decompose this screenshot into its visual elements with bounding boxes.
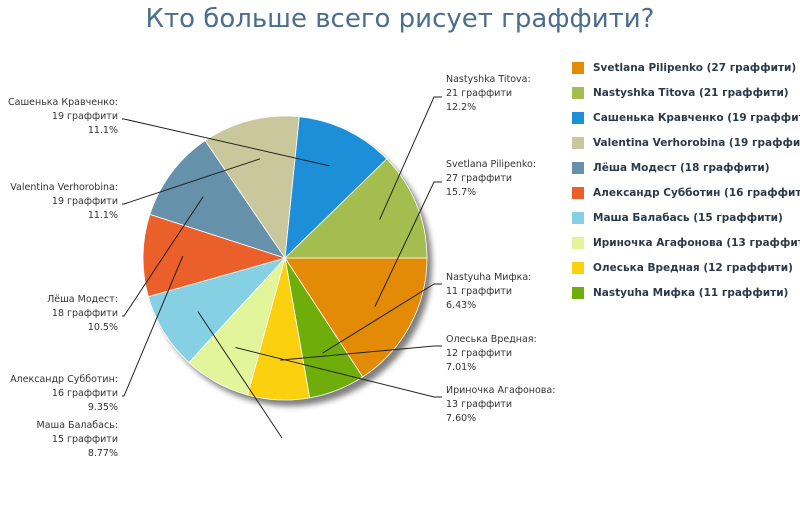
legend-label: Nastyshka Titova (21 граффити) bbox=[593, 86, 789, 99]
leader-line bbox=[122, 255, 184, 397]
leader-line bbox=[322, 283, 442, 354]
slice-label-percent: 7.01% bbox=[446, 362, 476, 373]
legend: Svetlana Pilipenko (27 граффити) Nastyshk… bbox=[572, 55, 800, 305]
slice-label-name: Nastyuha Мифка: bbox=[446, 272, 531, 283]
leader-line bbox=[280, 345, 442, 361]
pie-slice bbox=[204, 115, 300, 260]
pie-slice bbox=[149, 140, 286, 259]
legend-swatch bbox=[572, 61, 584, 74]
slice-label-value: 27 граффити bbox=[446, 173, 512, 184]
slice-label-value: 18 граффити bbox=[52, 308, 118, 319]
slice-label-value: 13 граффити bbox=[446, 399, 512, 410]
legend-item: Nastyuha Мифка (11 граффити) bbox=[572, 280, 798, 305]
leader-line bbox=[122, 196, 204, 317]
slice-label-name: Лёша Модест: bbox=[47, 294, 118, 305]
legend-label: Маша Балабась (15 граффити) bbox=[593, 211, 783, 224]
slice-label-value: 12 граффити bbox=[446, 348, 512, 359]
slice-label-value: 21 граффити bbox=[446, 88, 512, 99]
legend-swatch bbox=[572, 261, 584, 274]
legend-item: Valentina Verhorobina (19 граффити) bbox=[572, 130, 800, 155]
legend-label: Лёша Модест (18 граффити) bbox=[593, 161, 770, 174]
slice-label-percent: 11.1% bbox=[88, 210, 118, 221]
legend-label: Сашенька Кравченко (19 граффити) bbox=[593, 111, 800, 124]
pie-slice bbox=[142, 213, 287, 298]
chart-title: Кто больше всего рисует граффити? bbox=[145, 4, 655, 34]
legend-item: Ириночка Агафонова (13 граффити) bbox=[572, 230, 800, 255]
legend-item: Олеська Вредная (12 граффити) bbox=[572, 255, 798, 280]
legend-label: Ириночка Агафонова (13 граффити) bbox=[593, 236, 800, 249]
legend-label: Svetlana Pilipenko (27 граффити) bbox=[593, 61, 797, 74]
legend-swatch bbox=[572, 186, 584, 199]
pie-slice bbox=[284, 257, 428, 378]
legend-item: Nastyshka Titova (21 граффити) bbox=[572, 80, 798, 105]
slice-label-name: Олеська Вредная: bbox=[446, 334, 537, 345]
legend-swatch bbox=[572, 86, 584, 99]
legend-item: Маша Балабась (15 граффити) bbox=[572, 205, 798, 230]
legend-label: Valentina Verhorobina (19 граффити) bbox=[593, 136, 800, 149]
slice-label-value: 15 граффити bbox=[52, 434, 118, 445]
slice-label-name: Valentina Verhorobina: bbox=[10, 182, 118, 193]
legend-label: Олеська Вредная (12 граффити) bbox=[593, 261, 793, 274]
leader-line bbox=[197, 311, 283, 439]
legend-swatch bbox=[572, 211, 584, 224]
slice-label-percent: 8.77% bbox=[88, 448, 118, 459]
legend-item: Александр Субботин (16 граффити) bbox=[572, 180, 800, 205]
slice-label-percent: 10.5% bbox=[88, 322, 118, 333]
legend-swatch bbox=[572, 286, 584, 299]
pie-slice bbox=[284, 116, 388, 260]
legend-item: Лёша Модест (18 граффити) bbox=[572, 155, 798, 180]
legend-swatch bbox=[572, 236, 584, 249]
legend-label: Александр Субботин (16 граффити) bbox=[593, 186, 800, 199]
slice-label-percent: 9.35% bbox=[88, 402, 118, 413]
leader-line bbox=[235, 347, 442, 398]
legend-label: Nastyuha Мифка (11 граффити) bbox=[593, 286, 789, 299]
leader-line bbox=[122, 118, 330, 167]
leader-line bbox=[374, 181, 442, 307]
legend-swatch bbox=[572, 136, 584, 149]
slice-label-name: Александр Субботин: bbox=[10, 374, 118, 385]
slice-label-value: 16 граффити bbox=[52, 388, 118, 399]
leader-line bbox=[379, 96, 442, 220]
legend-swatch bbox=[572, 161, 584, 174]
slice-label-name: Nastyshka Titova: bbox=[446, 74, 531, 85]
legend-item: Сашенька Кравченко (19 граффити) bbox=[572, 105, 800, 130]
leader-line bbox=[122, 158, 261, 205]
slice-label-name: Сашенька Кравченко: bbox=[8, 97, 118, 108]
slice-label-percent: 11.1% bbox=[88, 125, 118, 136]
slice-label-value: 11 граффити bbox=[446, 286, 512, 297]
legend-item: Svetlana Pilipenko (27 граффити) bbox=[572, 55, 798, 80]
slice-label-value: 19 граффити bbox=[52, 196, 118, 207]
pie-slice bbox=[284, 158, 428, 259]
slice-label-percent: 12.2% bbox=[446, 102, 476, 113]
slice-label-percent: 15.7% bbox=[446, 187, 476, 198]
slice-label-name: Ириночка Агафонова: bbox=[446, 385, 555, 396]
slice-label-percent: 6.43% bbox=[446, 300, 476, 311]
legend-swatch bbox=[572, 111, 584, 124]
slice-label-value: 19 граффити bbox=[52, 111, 118, 122]
slice-label-name: Маша Балабась: bbox=[37, 420, 119, 431]
slice-label-percent: 7.60% bbox=[446, 413, 476, 424]
slice-label-name: Svetlana Pilipenko: bbox=[446, 159, 536, 170]
